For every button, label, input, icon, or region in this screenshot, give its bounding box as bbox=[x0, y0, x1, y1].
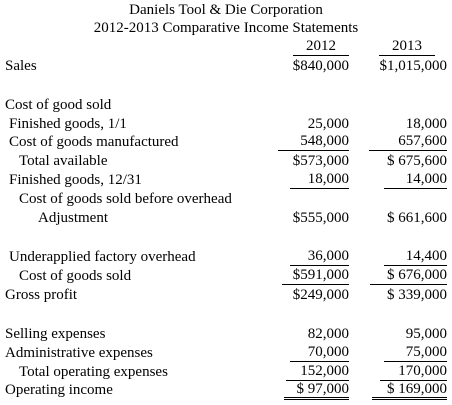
statement-subtitle: 2012-2013 Comparative Income Statements bbox=[93, 20, 359, 36]
row-label-finished-goods-end: Finished goods, 12/31 bbox=[9, 172, 142, 188]
row-label-sales: Sales bbox=[5, 58, 37, 74]
value-2012-total-available: $573,000 bbox=[292, 153, 349, 169]
row-label-selling-expenses: Selling expenses bbox=[5, 326, 106, 342]
value-2012-total-operating-expenses: 152,000 bbox=[286, 364, 349, 381]
row-label-operating-income: Operating income bbox=[5, 382, 113, 398]
row-label-finished-goods-start: Finished goods, 1/1 bbox=[9, 116, 127, 132]
row-label-cogs-before-overhead: Cost of goods sold before overhead bbox=[19, 191, 232, 207]
value-2013-adjustment: $ 661,600 bbox=[387, 210, 447, 226]
row-label-cogm: Cost of goods manufactured bbox=[9, 134, 179, 150]
row-label-cogs-heading: Cost of good sold bbox=[5, 97, 112, 113]
value-2013-underapplied-overhead: 14,400 bbox=[384, 249, 447, 266]
value-2013-selling-expenses: 95,000 bbox=[405, 326, 447, 342]
year-header-2013: 2013 bbox=[379, 39, 435, 56]
value-2013-cogm: 657,600 bbox=[369, 134, 447, 151]
value-2012-underapplied-overhead: 36,000 bbox=[290, 249, 349, 266]
value-2013-cogs: $ 676,000 bbox=[370, 268, 447, 285]
year-header-2012: 2012 bbox=[293, 39, 349, 56]
value-2012-selling-expenses: 82,000 bbox=[307, 326, 349, 342]
value-2012-finished-goods-end: 18,000 bbox=[290, 172, 349, 189]
value-2013-total-operating-expenses: 170,000 bbox=[380, 364, 447, 381]
value-2013-total-available: $ 675,600 bbox=[387, 153, 447, 169]
value-2013-operating-income: $ 169,000 bbox=[372, 382, 447, 400]
value-2012-cogs: $591,000 bbox=[282, 268, 349, 285]
value-2012-sales: $840,000 bbox=[292, 58, 349, 74]
row-label-adjustment: Adjustment bbox=[38, 210, 108, 226]
value-2012-finished-goods-start: 25,000 bbox=[307, 116, 349, 132]
row-label-cogs: Cost of goods sold bbox=[19, 268, 132, 284]
value-2013-admin-expenses: 75,000 bbox=[384, 345, 447, 362]
value-2012-cogm: 548,000 bbox=[278, 134, 349, 151]
value-2013-finished-goods-end: 14,000 bbox=[384, 172, 447, 189]
row-label-gross-profit: Gross profit bbox=[5, 287, 78, 303]
value-2013-gross-profit: $ 339,000 bbox=[387, 287, 447, 303]
value-2013-finished-goods-start: 18,000 bbox=[405, 116, 447, 132]
company-title: Daniels Tool & Die Corporation bbox=[129, 2, 323, 18]
row-label-total-available: Total available bbox=[19, 153, 108, 169]
value-2012-gross-profit: $249,000 bbox=[292, 287, 349, 303]
row-label-underapplied-overhead: Underapplied factory overhead bbox=[9, 249, 196, 265]
row-label-admin-expenses: Administrative expenses bbox=[5, 345, 153, 361]
value-2013-sales: $1,015,000 bbox=[379, 58, 448, 74]
value-2012-adjustment: $555,000 bbox=[292, 210, 349, 226]
value-2012-admin-expenses: 70,000 bbox=[290, 345, 349, 362]
value-2012-operating-income: $ 97,000 bbox=[284, 382, 349, 400]
row-label-total-operating-expenses: Total operating expenses bbox=[19, 364, 168, 380]
